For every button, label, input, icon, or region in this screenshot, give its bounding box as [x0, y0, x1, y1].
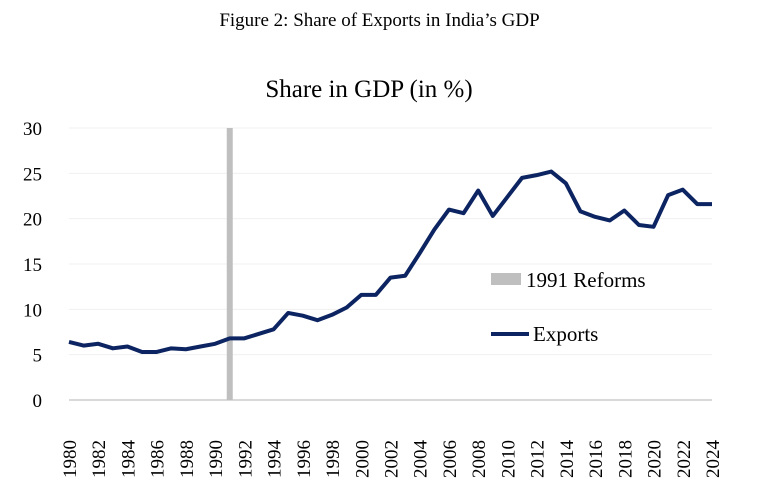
x-tick-label: 2012 — [528, 440, 549, 478]
exports-line — [68, 169, 712, 354]
x-tick-label: 1980 — [60, 440, 81, 478]
x-tick-label: 2010 — [498, 440, 519, 478]
y-tick-label: 5 — [33, 346, 43, 367]
x-tick-label: 1982 — [89, 440, 110, 478]
x-tick-label: 2024 — [703, 440, 724, 479]
x-tick-label: 2016 — [586, 440, 607, 478]
legend-label-exports: Exports — [533, 322, 598, 346]
legend: 1991 Reforms Exports — [491, 268, 646, 346]
legend-swatch-reforms — [491, 273, 521, 285]
x-tick-label: 2004 — [411, 440, 432, 479]
x-tick-label: 2002 — [382, 440, 403, 478]
y-tick-label: 25 — [23, 164, 42, 185]
x-tick-label: 2018 — [615, 440, 636, 478]
legend-label-reforms: 1991 Reforms — [526, 268, 646, 292]
x-tick-label: 1994 — [265, 440, 286, 479]
x-tick-label: 2022 — [674, 440, 695, 478]
x-tick-label: 1990 — [206, 440, 227, 478]
x-tick-label: 1996 — [294, 440, 315, 478]
y-tick-label: 10 — [23, 300, 42, 321]
x-tick-label: 1988 — [177, 440, 198, 478]
x-tick-label: 2020 — [645, 440, 666, 478]
x-tick-label: 1984 — [118, 440, 139, 479]
y-tick-label: 0 — [33, 391, 43, 412]
y-tick-label: 30 — [23, 119, 42, 140]
x-tick-label: 2006 — [440, 440, 461, 478]
y-tick-label: 15 — [23, 255, 42, 276]
x-tick-label: 2008 — [469, 440, 490, 478]
y-tick-label: 20 — [23, 210, 42, 231]
figure-title: Figure 2: Share of Exports in India’s GD… — [219, 10, 540, 31]
chart-title: Share in GDP (in %) — [265, 76, 472, 103]
x-tick-label: 2000 — [352, 440, 373, 478]
x-tick-label: 1986 — [148, 440, 169, 478]
x-tick-label: 1992 — [235, 440, 256, 478]
x-tick-label: 2014 — [557, 440, 578, 479]
x-tick-label: 1998 — [323, 440, 344, 478]
reforms-1991-bar — [226, 128, 233, 400]
